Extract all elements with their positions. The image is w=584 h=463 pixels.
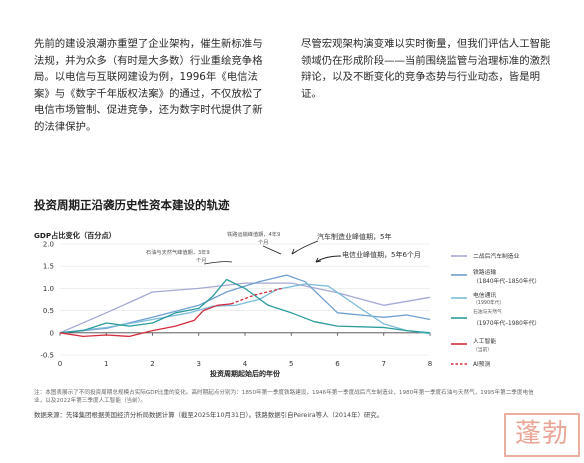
series-line-4 bbox=[59, 303, 232, 338]
legend-label-ai-forecast: AI预测 bbox=[473, 360, 490, 368]
y-tick-label: 0.5 bbox=[43, 307, 54, 315]
series-line-2 bbox=[59, 283, 431, 335]
axes: -0.5 0 0.5 1.0 1.5 2.0 0 1 2 3 4 5 6 7 8 bbox=[40, 241, 432, 369]
y-tick-label: 1.5 bbox=[43, 263, 54, 271]
x-tick-label: 4 bbox=[243, 360, 248, 368]
annotation-arrowhead-auto bbox=[291, 248, 298, 255]
y-tick-label: 1.0 bbox=[43, 285, 54, 293]
series-line-1 bbox=[59, 274, 431, 334]
annotation-telecom-peak: 电信业峰值期，5年6个月 bbox=[342, 250, 421, 259]
footnote: 注：本图表展示了不同投资周期总规模占实际GDP比重的变化。高时期起点分别为：18… bbox=[34, 390, 534, 404]
annotation-rail-peak: 铁路运输峰值期，4年9 bbox=[227, 230, 280, 238]
x-tick-label: 3 bbox=[197, 360, 201, 368]
legend-label-oil: 石油与天然气 bbox=[473, 308, 502, 315]
legend-label-rail-years: （1840年代–1850年代） bbox=[473, 277, 540, 285]
annotation-arrow-rail bbox=[262, 245, 282, 255]
x-axis-label: 投资周期起始后的年份 bbox=[210, 369, 281, 378]
annotation-arrowhead-telecom bbox=[315, 257, 322, 263]
gridlines bbox=[60, 243, 430, 356]
y-tick-label: 0 bbox=[50, 329, 54, 337]
annotation-oil-peak: 石油与天然气峰值期，3年9 bbox=[146, 248, 210, 256]
x-tick-label: 7 bbox=[382, 360, 386, 368]
chart-title: 投资周期正沿袭历史性资本建设的轨迹 bbox=[34, 198, 230, 212]
annotation-auto-peak: 汽车制造业峰值期，5年 bbox=[317, 232, 391, 241]
annotation-rail-peak-cont: 个月 bbox=[258, 239, 268, 246]
y-tick-label: 2.0 bbox=[43, 241, 54, 249]
x-tick-label: 0 bbox=[58, 360, 62, 368]
legend-label-ai-current: （当前） bbox=[473, 346, 492, 353]
annotation-oil-peak-cont: 个月 bbox=[196, 257, 206, 264]
y-tick-label: -0.5 bbox=[40, 352, 54, 360]
intro-right-paragraph: 尽管宏观架构演变难以实时衡量，但我们评估人工智能领域仍在形成阶段——当前围绕监管… bbox=[301, 38, 551, 100]
annotation-arrow-telecom bbox=[315, 255, 342, 263]
watermark-stamp: 蓬勃 bbox=[504, 413, 580, 457]
legend-label-rail: 铁路运输 bbox=[473, 268, 496, 276]
y-axis-label: GDP占比变化（百分点） bbox=[34, 231, 116, 240]
legend-label-telecom: 电信通讯 bbox=[473, 291, 496, 299]
data-source: 数据来源：先锋集团根据美国经济分析局数据计算（截至2025年10月31日）。铁路… bbox=[34, 411, 384, 419]
legend: 二战后汽车制造业 铁路运输 （1840年代–1850年代） 电信通讯 （1990… bbox=[451, 252, 540, 368]
legend-label-ai: 人工智能 bbox=[473, 337, 496, 345]
legend-label-auto: 二战后汽车制造业 bbox=[473, 252, 520, 260]
annotation-arrow-oil bbox=[203, 261, 233, 265]
x-tick-label: 8 bbox=[428, 360, 432, 368]
series-lines bbox=[59, 274, 431, 338]
x-tick-label: 2 bbox=[150, 360, 154, 368]
intro-left-paragraph: 先前的建设浪潮亦重塑了企业架构，催生新标准与法规，并为众多（有时是大多数）行业重… bbox=[34, 38, 263, 133]
series-line-3 bbox=[59, 278, 431, 334]
legend-label-oil-years: （1970年代–1980年代） bbox=[473, 319, 540, 327]
series-line-0 bbox=[59, 282, 431, 334]
x-tick-label: 6 bbox=[335, 360, 340, 368]
annotations: 汽车制造业峰值期，5年 电信业峰值期，5年6个月 铁路运输峰值期，4年9 个月 … bbox=[146, 230, 421, 265]
x-tick-label: 5 bbox=[289, 360, 293, 368]
legend-label-telecom-years: （1990年代） bbox=[473, 299, 504, 306]
x-tick-label: 1 bbox=[104, 360, 108, 368]
